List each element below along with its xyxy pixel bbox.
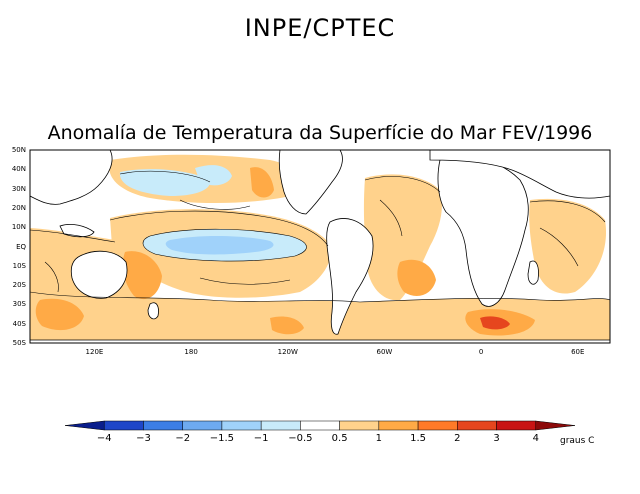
cold-anomaly-north-central: [195, 165, 232, 186]
land-masses: [30, 150, 610, 343]
cold-anomaly-north-pacific: [119, 169, 211, 196]
colorbar-tick-label: 4: [532, 433, 539, 444]
land-new-zealand: [147, 302, 159, 320]
anomaly-fields: [30, 150, 610, 343]
lat-label: 30N: [11, 184, 26, 193]
lat-label: 50S: [12, 339, 26, 347]
warm-hotspot-australia-west: [35, 298, 84, 331]
colorbar-swatch: [260, 420, 301, 431]
land-indonesia: [59, 224, 95, 238]
colorbar: [64, 420, 576, 431]
colorbar-tick-label: −2: [175, 433, 191, 444]
map-title: Anomalía de Temperatura da Superfície do…: [47, 122, 593, 144]
land-africa: [437, 156, 529, 307]
lon-label: 120E: [85, 348, 104, 356]
lon-label: 60W: [376, 348, 393, 356]
warm-hotspot-south-pacific: [270, 316, 304, 335]
colorbar-tick-label: 0.5: [331, 433, 348, 444]
warm-hotspot-coral-sea: [122, 251, 162, 300]
warm-anomaly-southern-ocean: [30, 292, 610, 343]
land-australia: [70, 250, 128, 299]
lat-label: 20S: [12, 281, 26, 290]
lat-label: EQ: [16, 242, 26, 251]
colorbar-swatch: [103, 420, 144, 431]
land-antarctica-edge: [30, 339, 610, 343]
land-madagascar: [527, 260, 539, 285]
colorbar-swatch: [496, 420, 537, 431]
colorbar-swatch: [143, 420, 183, 431]
warm-hotspot-south-atlantic: [397, 259, 436, 296]
colorbar-swatch: [182, 420, 223, 431]
colorbar-swatch: [417, 420, 458, 431]
lat-label: 10S: [12, 261, 26, 270]
lat-label: 40S: [12, 319, 26, 328]
warm-hotspot-agulhas-core: [480, 316, 510, 330]
warm-anomaly-west-indian: [529, 198, 607, 294]
header-title: INPE/CPTEC: [244, 14, 396, 42]
colorbar-tick-label: −0.5: [288, 433, 313, 444]
anomaly-contours: [30, 170, 610, 303]
lat-label: 40N: [11, 165, 26, 174]
colorbar-swatch: [535, 420, 576, 431]
lon-label: 120W: [277, 348, 298, 356]
land-asia: [30, 150, 113, 205]
colorbar-swatch: [339, 420, 380, 431]
lat-label: 10N: [11, 223, 26, 232]
colorbar-tick-label: −1.5: [209, 433, 235, 444]
colorbar-swatch: [221, 420, 262, 431]
warm-hotspot-north-pacific-east: [250, 167, 274, 198]
colorbar-tick-label: 1: [375, 433, 383, 444]
colorbar-tick-label: −1: [253, 433, 269, 444]
colorbar-swatch: [300, 420, 340, 431]
lon-label: 0: [478, 348, 484, 356]
land-south-america: [326, 218, 374, 335]
lat-label: 20N: [11, 203, 26, 212]
lat-label: 30S: [12, 300, 26, 309]
colorbar-tick-label: 1.5: [410, 433, 427, 444]
colorbar-swatch: [64, 420, 105, 431]
colorbar-tick-label: −4: [96, 433, 112, 444]
colorbar-swatch: [378, 420, 419, 431]
lat-label: 50N: [11, 146, 26, 154]
lon-label: 60E: [571, 348, 585, 356]
colorbar-tick-label: 3: [493, 433, 500, 444]
colorbar-tick-label: −3: [136, 433, 151, 444]
warm-anomaly-atlantic: [363, 174, 442, 301]
map-frame: [29, 149, 611, 344]
land-north-america: [278, 150, 343, 215]
lon-label: 180: [184, 348, 198, 356]
colorbar-tick-label: 2: [454, 433, 461, 444]
land-europe: [429, 150, 610, 199]
colorbar-unit-label: graus C: [560, 436, 595, 446]
colorbar-swatch: [457, 420, 497, 431]
cold-anomaly-core: [165, 235, 274, 255]
